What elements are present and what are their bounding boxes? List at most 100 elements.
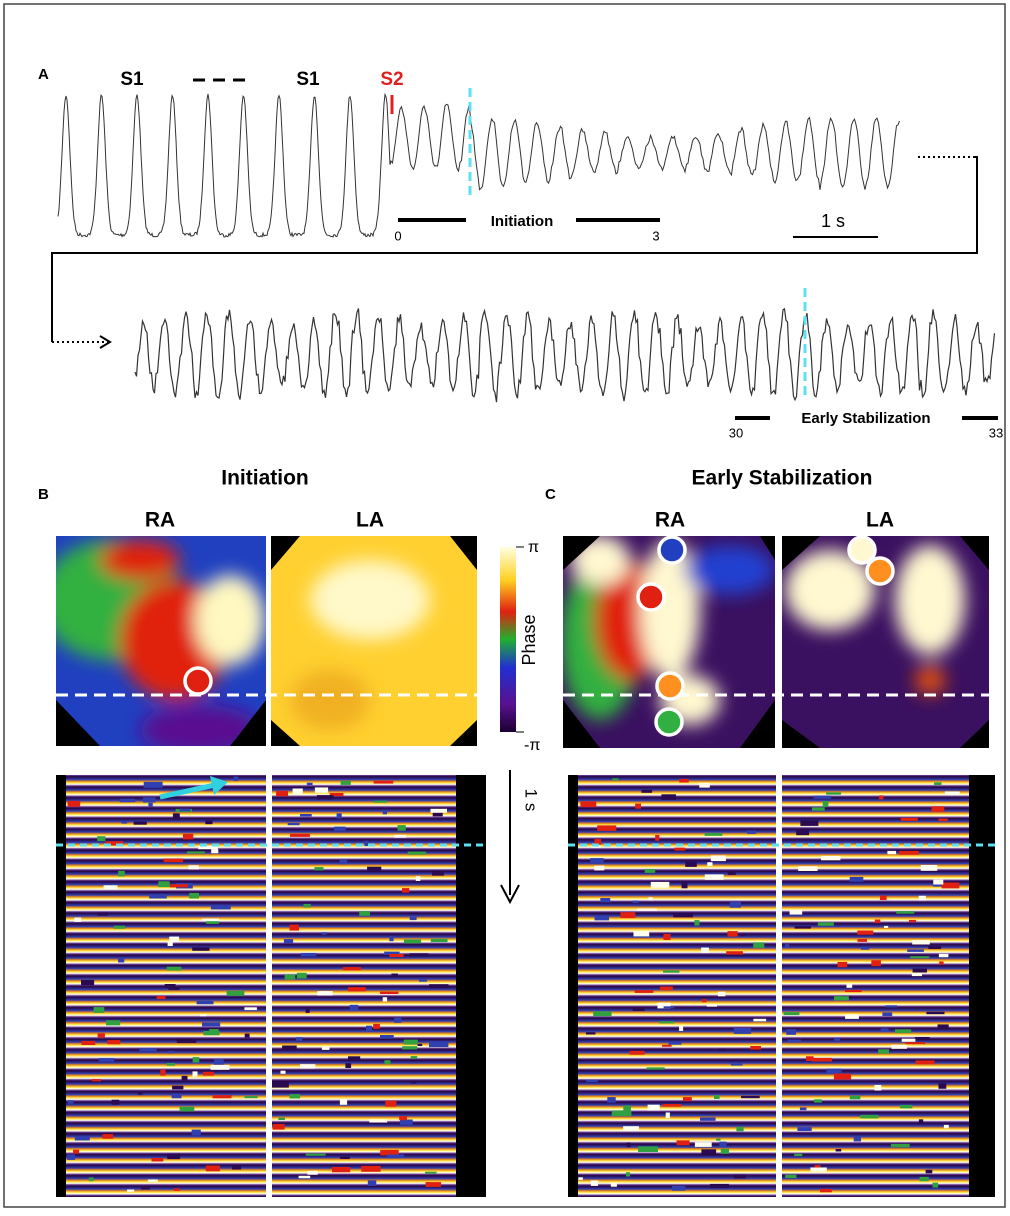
speckle — [81, 1040, 96, 1045]
stimulus-label: S1 — [120, 69, 144, 90]
panel-title: Initiation — [221, 467, 309, 490]
speckle — [380, 991, 399, 994]
speckle — [394, 834, 407, 838]
speckle — [425, 1171, 437, 1174]
speckle — [938, 818, 948, 822]
speckle — [81, 979, 95, 986]
speckle — [813, 795, 832, 799]
speckle — [704, 874, 724, 880]
speckle — [655, 834, 660, 841]
speckle — [314, 867, 324, 871]
speckle — [432, 811, 443, 817]
speckle — [679, 778, 689, 783]
speckle — [179, 808, 191, 812]
speckle — [67, 1154, 76, 1160]
speckle — [662, 1044, 672, 1047]
speckle — [272, 1081, 289, 1088]
speckle — [244, 1033, 250, 1038]
speckle — [425, 1182, 442, 1187]
speckle — [934, 782, 942, 785]
speckle — [171, 1093, 182, 1099]
cyan-arrow — [210, 776, 228, 795]
speckle — [212, 1095, 232, 1099]
speckle — [321, 1046, 330, 1050]
speckle — [321, 932, 327, 935]
speckle — [74, 1136, 90, 1141]
speckle — [298, 1175, 311, 1179]
speckle — [119, 798, 136, 803]
speckle — [307, 1170, 318, 1175]
speckle — [345, 1063, 352, 1068]
speckle — [73, 1149, 80, 1154]
speckle — [586, 1032, 596, 1035]
time-arrow-label: 1 s — [522, 789, 541, 812]
speckle — [806, 1056, 814, 1061]
speckle — [885, 1005, 898, 1008]
speckle — [733, 1028, 752, 1034]
speckle — [612, 778, 619, 781]
speckle — [834, 1038, 841, 1041]
speckle — [386, 1154, 405, 1159]
speckle — [340, 780, 351, 785]
epoch-label: Early Stabilization — [801, 410, 930, 427]
speckle — [410, 1056, 418, 1059]
speckle — [860, 1114, 879, 1119]
speckle — [833, 1073, 852, 1080]
speckle — [590, 858, 604, 863]
speckle — [909, 919, 917, 923]
speckle — [244, 1096, 258, 1099]
region-label: LA — [356, 509, 384, 532]
speckle — [133, 821, 147, 825]
speckle — [659, 986, 673, 991]
speckle — [88, 1177, 94, 1182]
speckle — [890, 1143, 910, 1148]
speckle — [209, 1029, 219, 1032]
speckle — [747, 830, 756, 834]
speckle — [389, 936, 394, 942]
speckle — [665, 1112, 670, 1119]
speckle — [681, 882, 688, 889]
speckle — [845, 1014, 859, 1019]
panel-label: C — [545, 486, 556, 503]
rotor — [847, 535, 877, 565]
speckle — [331, 1167, 351, 1173]
speckle — [205, 820, 213, 825]
trace — [57, 92, 900, 238]
speckle — [181, 1075, 188, 1081]
speckle — [833, 996, 849, 1001]
speckle — [151, 1158, 164, 1162]
speckle — [912, 940, 930, 945]
speckle — [369, 1119, 388, 1123]
speckle — [620, 912, 636, 918]
speckle — [632, 900, 639, 903]
rotors — [183, 535, 895, 737]
speckle — [163, 858, 184, 863]
speckle — [849, 1095, 861, 1100]
speckle — [646, 1067, 665, 1070]
speckle — [911, 973, 922, 977]
speckle — [397, 825, 406, 831]
speckle — [709, 1183, 729, 1188]
arrowhead — [99, 335, 112, 349]
speckle — [939, 961, 944, 965]
speckle — [741, 933, 746, 937]
speckle — [719, 1141, 727, 1148]
speckle — [143, 797, 156, 803]
speckle — [188, 865, 199, 870]
speckle — [857, 930, 874, 935]
speckle — [139, 1048, 157, 1052]
speckle — [891, 1044, 907, 1049]
speckle — [67, 800, 81, 807]
speckle — [884, 925, 889, 928]
speckle — [648, 897, 653, 901]
speckle — [733, 1174, 746, 1179]
speckle — [169, 936, 180, 942]
speckle — [694, 1142, 712, 1147]
speckle — [97, 1033, 105, 1038]
speckle — [714, 1095, 720, 1099]
speckle — [900, 817, 918, 821]
speckle — [202, 918, 220, 922]
speckle — [409, 953, 429, 957]
speckle — [637, 908, 657, 911]
speckle — [415, 876, 421, 881]
